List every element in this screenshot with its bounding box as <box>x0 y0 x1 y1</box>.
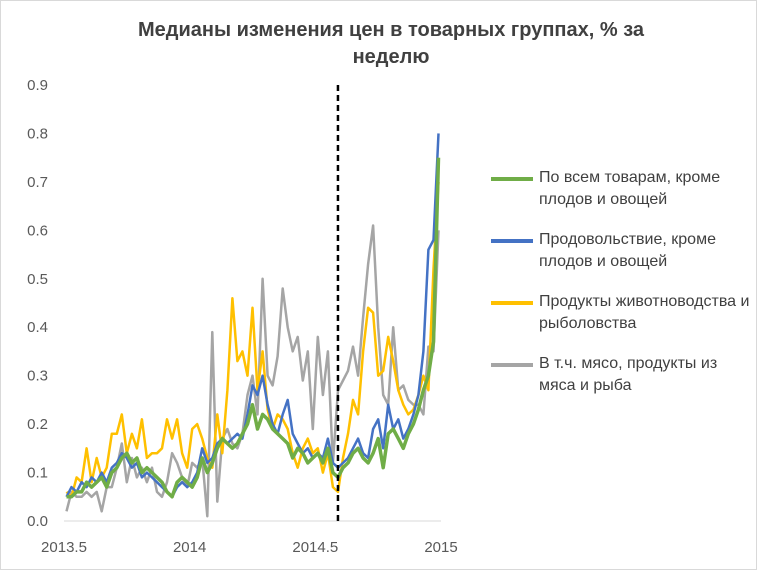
y-tick-label: 0.1 <box>27 465 48 482</box>
y-tick-label: 0.2 <box>27 416 48 433</box>
y-tick-label: 0.0 <box>27 513 48 530</box>
legend-label: По всем товарам, кроме плодов и овощей <box>539 169 721 208</box>
legend-label: В т.ч. мясо, продукты из мяса и рыба <box>539 355 718 394</box>
legend-label: Продукты животноводства и рыболовства <box>539 293 750 332</box>
legend-swatch <box>491 239 533 243</box>
chart-title-line-1: Медианы изменения цен в товарных группах… <box>137 19 644 41</box>
x-tick-label: 2015 <box>424 539 457 556</box>
y-tick-label: 0.4 <box>27 319 48 336</box>
y-tick-label: 0.5 <box>27 271 48 288</box>
series-line <box>65 181 440 499</box>
series-line <box>65 224 440 518</box>
series-line <box>66 157 441 499</box>
y-tick-label: 0.8 <box>27 125 48 142</box>
y-tick-label: 0.3 <box>27 368 48 385</box>
x-tick-label: 2013.5 <box>41 539 87 556</box>
x-tick-label: 2014 <box>173 539 206 556</box>
legend-swatch <box>491 177 533 181</box>
legend-swatch <box>491 301 533 305</box>
legend: По всем товарам, кроме плодов и овощей Пр… <box>491 167 751 415</box>
chart-title: Медианы изменения цен в товарных группах… <box>111 17 671 71</box>
legend-swatch <box>491 363 533 367</box>
y-tick-label: 0.9 <box>27 77 48 94</box>
y-tick-label: 0.7 <box>27 174 48 191</box>
chart-title-line-2: неделю <box>352 46 430 68</box>
legend-item: Продовольствие, кроме плодов и овощей <box>491 229 751 273</box>
legend-item: По всем товарам, кроме плодов и овощей <box>491 167 751 211</box>
legend-item: Продукты животноводства и рыболовства <box>491 291 751 335</box>
y-tick-label: 0.6 <box>27 222 48 239</box>
x-tick-label: 2014.5 <box>292 539 338 556</box>
series-line <box>65 133 440 499</box>
legend-item: В т.ч. мясо, продукты из мяса и рыба <box>491 353 751 397</box>
legend-label: Продовольствие, кроме плодов и овощей <box>539 231 716 270</box>
